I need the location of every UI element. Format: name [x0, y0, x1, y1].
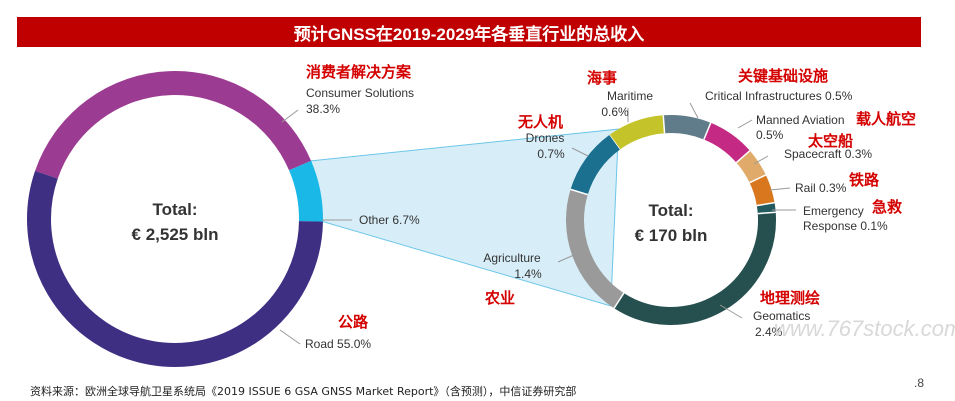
right-donut-separator	[757, 211, 776, 215]
right-donut-slice-geomatics	[614, 212, 776, 325]
cn-label-road: 公路	[338, 313, 369, 331]
label-emergency: Emergency	[803, 204, 864, 218]
label-geomatics: Geomatics	[753, 309, 810, 323]
label-agriculture-pct: 1.4%	[514, 267, 542, 281]
leader-drones	[571, 147, 589, 157]
leader-aviation	[737, 119, 753, 129]
label-emergency-pct: Response 0.1%	[803, 219, 888, 233]
right-donut-slice-emergency-response	[756, 202, 776, 214]
leader-spacecraft	[753, 155, 769, 165]
label-maritime: Maritime	[607, 89, 653, 103]
label-critical-infrastructures: Critical Infrastructures 0.5%	[705, 89, 853, 103]
leader-road	[279, 329, 301, 345]
right-donut-slice-spacecraft	[736, 150, 766, 183]
leader-agriculture	[557, 254, 575, 263]
cn-label-maritime: 海事	[587, 69, 617, 87]
label-consumer-solutions: Consumer Solutions	[306, 86, 414, 100]
label-geomatics-pct: 2.4%	[755, 325, 783, 339]
source-note: 资料来源：欧洲全球导航卫星系统局《2019 ISSUE 6 GSA GNSS M…	[30, 385, 577, 398]
right-donut-total-label: Total:	[648, 201, 693, 220]
right-donut-separator	[662, 115, 666, 134]
right-donut-separator	[749, 174, 767, 184]
cn-label-spacecraft: 太空船	[808, 132, 853, 150]
cn-label-manned-aviation: 载人航空	[856, 110, 916, 128]
leader-rail	[769, 187, 791, 191]
right-donut-separator	[613, 292, 625, 309]
label-agriculture: Agriculture	[483, 251, 541, 265]
right-donut-separator	[735, 150, 751, 164]
right-donut-separator	[703, 122, 712, 140]
right-donut-slice-drones	[570, 135, 621, 195]
right-donut-slice-critical-infrastructures	[663, 115, 711, 140]
cn-label-emergency: 急救	[872, 198, 902, 216]
label-manned-aviation: Manned Aviation	[756, 113, 845, 127]
left-donut-slice-consumer-solutions	[35, 71, 312, 179]
cn-label-geomatics: 地理测绘	[760, 289, 820, 307]
page-number: .8	[914, 376, 925, 390]
leader-critical	[689, 102, 699, 119]
label-other: Other 6.7%	[359, 213, 420, 227]
right-donut-slice-manned-aviation	[703, 122, 750, 163]
cn-label-critical-infrastructures: 关键基础设施	[738, 67, 828, 85]
label-spacecraft: Spacecraft 0.3%	[784, 147, 872, 161]
left-donut-total-label: Total:	[152, 200, 197, 219]
label-consumer-solutions-pct: 38.3%	[306, 102, 340, 116]
left-donut-total-value: € 2,525 bln	[132, 225, 219, 244]
cn-label-agriculture: 农业	[484, 289, 515, 307]
label-manned-aviation-pct: 0.5%	[756, 128, 784, 142]
cn-label-consumer-solutions: 消费者解决方案	[306, 63, 412, 81]
label-rail: Rail 0.3%	[795, 181, 847, 195]
right-donut-slice-rail	[749, 174, 775, 206]
chart-title: 预计GNSS在2019-2029年各垂直行业的总收入	[17, 17, 921, 47]
label-road: Road 55.0%	[305, 337, 371, 351]
cn-label-drones: 无人机	[517, 113, 563, 131]
right-donut-separator	[756, 201, 775, 207]
label-drones-pct: 0.7%	[537, 147, 565, 161]
right-donut-separator	[570, 188, 588, 196]
label-drones: Drones	[526, 131, 565, 145]
cn-label-rail: 铁路	[849, 171, 880, 189]
left-donut-slice-road	[27, 170, 323, 367]
leader-consumer	[281, 109, 299, 123]
left-donut-slice-other	[288, 160, 323, 222]
watermark: www.767stock.com	[774, 316, 955, 341]
label-maritime-pct: 0.6%	[601, 105, 629, 119]
right-donut-total-value: € 170 bln	[635, 226, 708, 245]
leader-geomatics	[719, 304, 743, 319]
right-donut-slice-maritime	[609, 115, 665, 150]
right-donut-slice-agriculture	[566, 189, 625, 309]
